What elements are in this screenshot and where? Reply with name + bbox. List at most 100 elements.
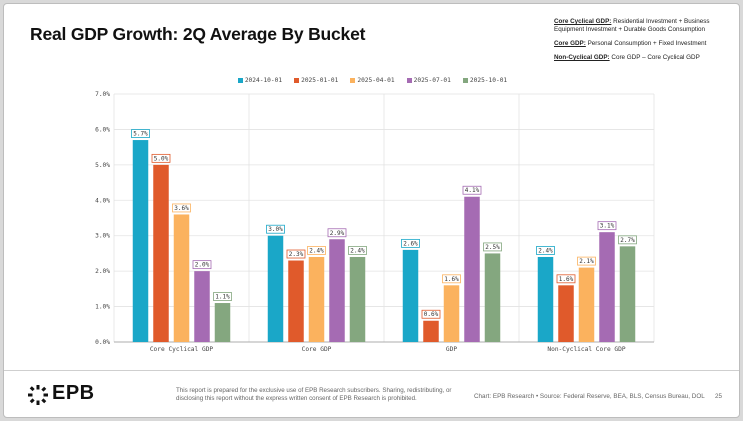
data-label: 2.0% [195, 262, 210, 269]
bar-2025-01-01-core-gdp [288, 260, 304, 342]
legend-item-2025-01-01: 2025-01-01 [294, 77, 338, 84]
data-label: 2.9% [330, 230, 345, 237]
bar-2025-10-01-core-gdp [349, 256, 366, 342]
bar-2025-04-01-gdp [443, 285, 460, 342]
definition-term: Core Cyclical GDP: [554, 18, 612, 25]
slide: Real GDP Growth: 2Q Average By Bucket Co… [3, 3, 740, 418]
bar-2025-01-01-gdp [423, 320, 439, 342]
data-label: 3.1% [600, 223, 615, 230]
data-label-box [442, 274, 461, 284]
data-label: 2.4% [309, 247, 324, 254]
y-tick-label: 6.0% [95, 126, 110, 133]
data-label-box [348, 246, 367, 255]
bar-2025-07-01-non-cyclical-core-gdp [599, 232, 615, 342]
y-tick-label: 2.0% [95, 268, 110, 275]
definitions-panel: Core Cyclical GDP: Residential Investmen… [554, 18, 734, 68]
legend-item-2025-07-01: 2025-07-01 [406, 77, 451, 84]
data-label-box [618, 235, 637, 245]
data-label: 3.6% [174, 205, 189, 212]
data-label: 1.1% [215, 294, 230, 301]
data-label-box [266, 224, 285, 234]
data-label: 2.4% [538, 247, 553, 254]
epb-logo-icon [28, 385, 48, 405]
bar-2024-10-01-core-cyclical-gdp [132, 140, 149, 342]
data-label: 2.1% [579, 258, 594, 265]
definition-non-cyclical: Non-Cyclical GDP: Core GDP – Core Cyclic… [554, 54, 734, 62]
category-label: Core Cyclical GDP [150, 346, 214, 353]
y-tick-label: 5.0% [95, 162, 110, 169]
bar-2024-10-01-core-gdp [267, 235, 284, 342]
legend-item-2025-04-01: 2025-04-01 [350, 77, 395, 84]
data-label: 4.1% [465, 187, 480, 194]
bar-2025-04-01-core-gdp [308, 256, 325, 342]
data-label: 2.4% [350, 247, 365, 254]
logo-text: EPB [52, 382, 95, 404]
data-label-box [327, 228, 347, 238]
legend-label: 2024-10-01 [244, 77, 283, 84]
definition-core-gdp: Core GDP: Personal Consumption + Fixed I… [554, 40, 734, 48]
data-label-box [536, 246, 555, 255]
y-tick-label: 4.0% [95, 197, 110, 204]
data-label-box [172, 203, 191, 213]
legend-item-2025-10-01: 2025-10-01 [462, 77, 508, 84]
legend-label: 2025-10-01 [469, 77, 508, 84]
data-label-box [597, 221, 617, 231]
bar-2025-10-01-non-cyclical-core-gdp [619, 246, 636, 342]
chart-legend: 2024-10-01 2025-01-01 2025-04-01 2025-07-01… [4, 77, 739, 84]
data-label-box [213, 292, 232, 301]
legend-swatch [237, 77, 243, 83]
data-label: 1.6% [559, 276, 574, 283]
bar-2025-10-01-gdp [484, 253, 501, 342]
data-label: 5.0% [154, 155, 169, 162]
legend-swatch [350, 77, 356, 83]
y-tick-label: 3.0% [95, 233, 110, 240]
legend-label: 2025-04-01 [357, 77, 395, 84]
bar-chart: 0.0% 1.0% 2.0% 3.0% 4.0% 5.0% 6.0% 7.0% 5.7% 5.0%… [95, 91, 655, 353]
legend-swatch [294, 77, 300, 83]
bar-2025-07-01-core-gdp [329, 239, 345, 342]
category-label: Non-Cyclical Core GDP [547, 346, 626, 353]
data-label-box [483, 242, 502, 252]
definition-text: Residential Investment + Business Equipm… [554, 18, 710, 33]
bar-2025-07-01-core-cyclical-gdp [194, 271, 210, 342]
chart-title: Real GDP Growth: 2Q Average By Bucket [30, 24, 366, 44]
data-label-box [577, 256, 596, 266]
legend-swatch [406, 77, 412, 83]
data-label: 2.7% [620, 237, 635, 244]
data-label: 2.5% [485, 244, 500, 251]
legend-label: 2025-07-01 [413, 77, 451, 84]
data-label: 2.3% [289, 251, 304, 258]
category-label: Core GDP [302, 346, 332, 353]
data-label: 2.6% [403, 240, 418, 247]
definition-term: Core GDP: [554, 40, 586, 47]
data-label: 3.0% [268, 226, 283, 233]
category-label: GDP [446, 346, 457, 353]
data-label-box [131, 129, 150, 138]
page-number: 25 [715, 393, 723, 400]
data-label-box [421, 309, 441, 319]
bar-2025-10-01-core-cyclical-gdp [214, 303, 231, 342]
y-tick-label: 1.0% [95, 304, 110, 311]
y-tick-label: 7.0% [95, 91, 110, 98]
bar-2025-07-01-gdp [464, 196, 480, 342]
data-label-box [192, 260, 212, 270]
data-label: 0.6% [424, 311, 439, 318]
data-label-box [286, 249, 306, 259]
data-label: 1.6% [444, 276, 459, 283]
footer-divider [4, 370, 739, 371]
bar-2024-10-01-gdp [402, 249, 419, 342]
bar-2025-01-01-non-cyclical-core-gdp [558, 285, 574, 342]
chart-source: Chart: EPB Research • Source: Federal Re… [474, 393, 705, 400]
bar-2025-04-01-core-cyclical-gdp [173, 214, 190, 342]
legend-swatch [462, 77, 468, 83]
definition-core-cyclical: Core Cyclical GDP: Residential Investmen… [554, 18, 734, 34]
legend-label: 2025-01-01 [301, 77, 339, 84]
bar-2024-10-01-non-cyclical-core-gdp [537, 256, 554, 342]
data-label-box [401, 238, 420, 248]
definition-text: Personal Consumption + Fixed Investment [585, 40, 707, 47]
bar-2025-04-01-non-cyclical-core-gdp [578, 267, 595, 342]
data-label: 5.7% [133, 131, 148, 138]
definition-text: Core GDP – Core Cyclical GDP [609, 54, 700, 61]
data-label-box [307, 246, 326, 255]
data-label-box [556, 274, 576, 284]
